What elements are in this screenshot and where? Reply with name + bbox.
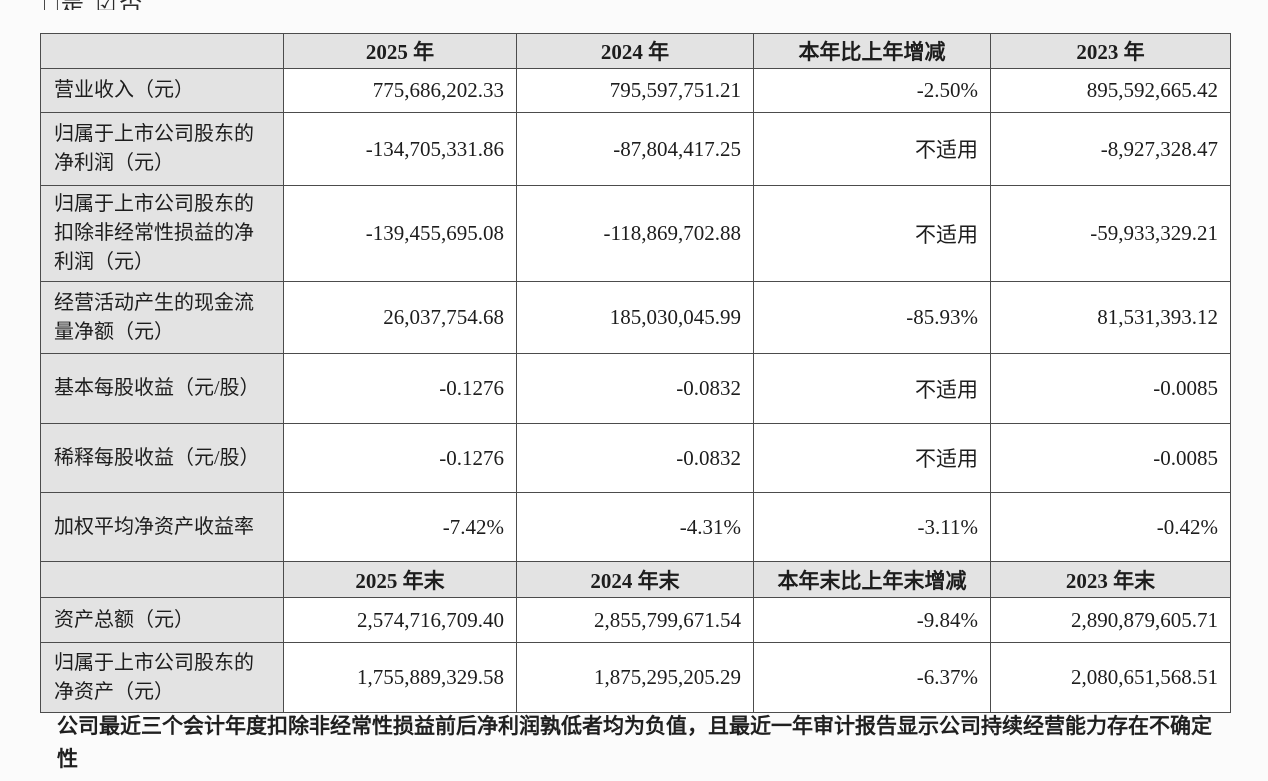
value-cell: -0.1276 xyxy=(283,353,517,424)
table-row-total-assets: 资产总额（元） 2,574,716,709.40 2,855,799,671.5… xyxy=(40,597,1231,643)
value-cell: 775,686,202.33 xyxy=(283,68,517,113)
value-cell: 26,037,754.68 xyxy=(283,281,517,354)
table-row-weighted-avg-roe: 加权平均净资产收益率 -7.42% -4.31% -3.11% -0.42% xyxy=(40,492,1231,562)
value-cell: -0.0085 xyxy=(990,423,1231,493)
value-cell: -6.37% xyxy=(753,642,991,713)
value-cell: -118,869,702.88 xyxy=(516,185,754,282)
column-header-2024-end: 2024 年末 xyxy=(516,561,754,598)
table-row-diluted-eps: 稀释每股收益（元/股） -0.1276 -0.0832 不适用 -0.0085 xyxy=(40,423,1231,493)
yes-no-checkbox-line: □是 ☑否 xyxy=(44,0,145,10)
row-label-net-profit: 归属于上市公司股东的净利润（元） xyxy=(40,112,284,186)
table-header-row-year-end: 2025 年末 2024 年末 本年末比上年末增减 2023 年末 xyxy=(40,561,1231,598)
table-row-revenue: 营业收入（元） 775,686,202.33 795,597,751.21 -2… xyxy=(40,68,1231,113)
value-cell: -85.93% xyxy=(753,281,991,354)
value-cell: -0.42% xyxy=(990,492,1231,562)
going-concern-footnote: 公司最近三个会计年度扣除非经常性损益前后净利润孰低者均为负值，且最近一年审计报告… xyxy=(57,715,1212,771)
row-label-total-assets: 资产总额（元） xyxy=(40,597,284,643)
table-row-net-profit: 归属于上市公司股东的净利润（元） -134,705,331.86 -87,804… xyxy=(40,112,1231,186)
value-cell: 1,875,295,205.29 xyxy=(516,642,754,713)
row-label-diluted-eps: 稀释每股收益（元/股） xyxy=(40,423,284,493)
column-header-2023-end: 2023 年末 xyxy=(990,561,1231,598)
value-cell: -0.0832 xyxy=(516,353,754,424)
column-header-2023: 2023 年 xyxy=(990,33,1231,69)
value-cell: 不适用 xyxy=(753,185,991,282)
value-cell: -0.0832 xyxy=(516,423,754,493)
value-cell: 2,890,879,605.71 xyxy=(990,597,1231,643)
value-cell: 895,592,665.42 xyxy=(990,68,1231,113)
column-header-2024: 2024 年 xyxy=(516,33,754,69)
row-label-net-profit-excl-nonrecurring: 归属于上市公司股东的扣除非经常性损益的净利润（元） xyxy=(40,185,284,282)
column-header-blank xyxy=(40,561,284,598)
yes-no-checkbox-text: □是 ☑否 xyxy=(44,0,145,10)
value-cell: -134,705,331.86 xyxy=(283,112,517,186)
value-cell: 不适用 xyxy=(753,112,991,186)
table-row-operating-cash-flow: 经营活动产生的现金流量净额（元） 26,037,754.68 185,030,0… xyxy=(40,281,1231,354)
table-row-net-profit-excl-nonrecurring: 归属于上市公司股东的扣除非经常性损益的净利润（元） -139,455,695.0… xyxy=(40,185,1231,282)
table-row-basic-eps: 基本每股收益（元/股） -0.1276 -0.0832 不适用 -0.0085 xyxy=(40,353,1231,424)
column-header-year-end-change: 本年末比上年末增减 xyxy=(753,561,991,598)
value-cell: -4.31% xyxy=(516,492,754,562)
row-label-revenue: 营业收入（元） xyxy=(40,68,284,113)
value-cell: -2.50% xyxy=(753,68,991,113)
column-header-2025: 2025 年 xyxy=(283,33,517,69)
value-cell: -0.0085 xyxy=(990,353,1231,424)
column-header-yoy-change: 本年比上年增减 xyxy=(753,33,991,69)
value-cell: -59,933,329.21 xyxy=(990,185,1231,282)
value-cell: -87,804,417.25 xyxy=(516,112,754,186)
value-cell: 不适用 xyxy=(753,423,991,493)
value-cell: 1,755,889,329.58 xyxy=(283,642,517,713)
column-header-2025-end: 2025 年末 xyxy=(283,561,517,598)
row-label-net-assets: 归属于上市公司股东的净资产（元） xyxy=(40,642,284,713)
value-cell: 2,574,716,709.40 xyxy=(283,597,517,643)
value-cell: 不适用 xyxy=(753,353,991,424)
value-cell: 2,080,651,568.51 xyxy=(990,642,1231,713)
value-cell: -0.1276 xyxy=(283,423,517,493)
column-header-blank xyxy=(40,33,284,69)
value-cell: -8,927,328.47 xyxy=(990,112,1231,186)
table-header-row-annual: 2025 年 2024 年 本年比上年增减 2023 年 xyxy=(40,33,1231,69)
value-cell: 81,531,393.12 xyxy=(990,281,1231,354)
value-cell: -7.42% xyxy=(283,492,517,562)
key-accounting-data-table: 2025 年 2024 年 本年比上年增减 2023 年 营业收入（元） 775… xyxy=(40,33,1231,713)
value-cell: -139,455,695.08 xyxy=(283,185,517,282)
value-cell: 795,597,751.21 xyxy=(516,68,754,113)
row-label-weighted-avg-roe: 加权平均净资产收益率 xyxy=(40,492,284,562)
row-label-operating-cash-flow: 经营活动产生的现金流量净额（元） xyxy=(40,281,284,354)
value-cell: 2,855,799,671.54 xyxy=(516,597,754,643)
value-cell: 185,030,045.99 xyxy=(516,281,754,354)
table-row-net-assets: 归属于上市公司股东的净资产（元） 1,755,889,329.58 1,875,… xyxy=(40,642,1231,713)
value-cell: -3.11% xyxy=(753,492,991,562)
row-label-basic-eps: 基本每股收益（元/股） xyxy=(40,353,284,424)
value-cell: -9.84% xyxy=(753,597,991,643)
